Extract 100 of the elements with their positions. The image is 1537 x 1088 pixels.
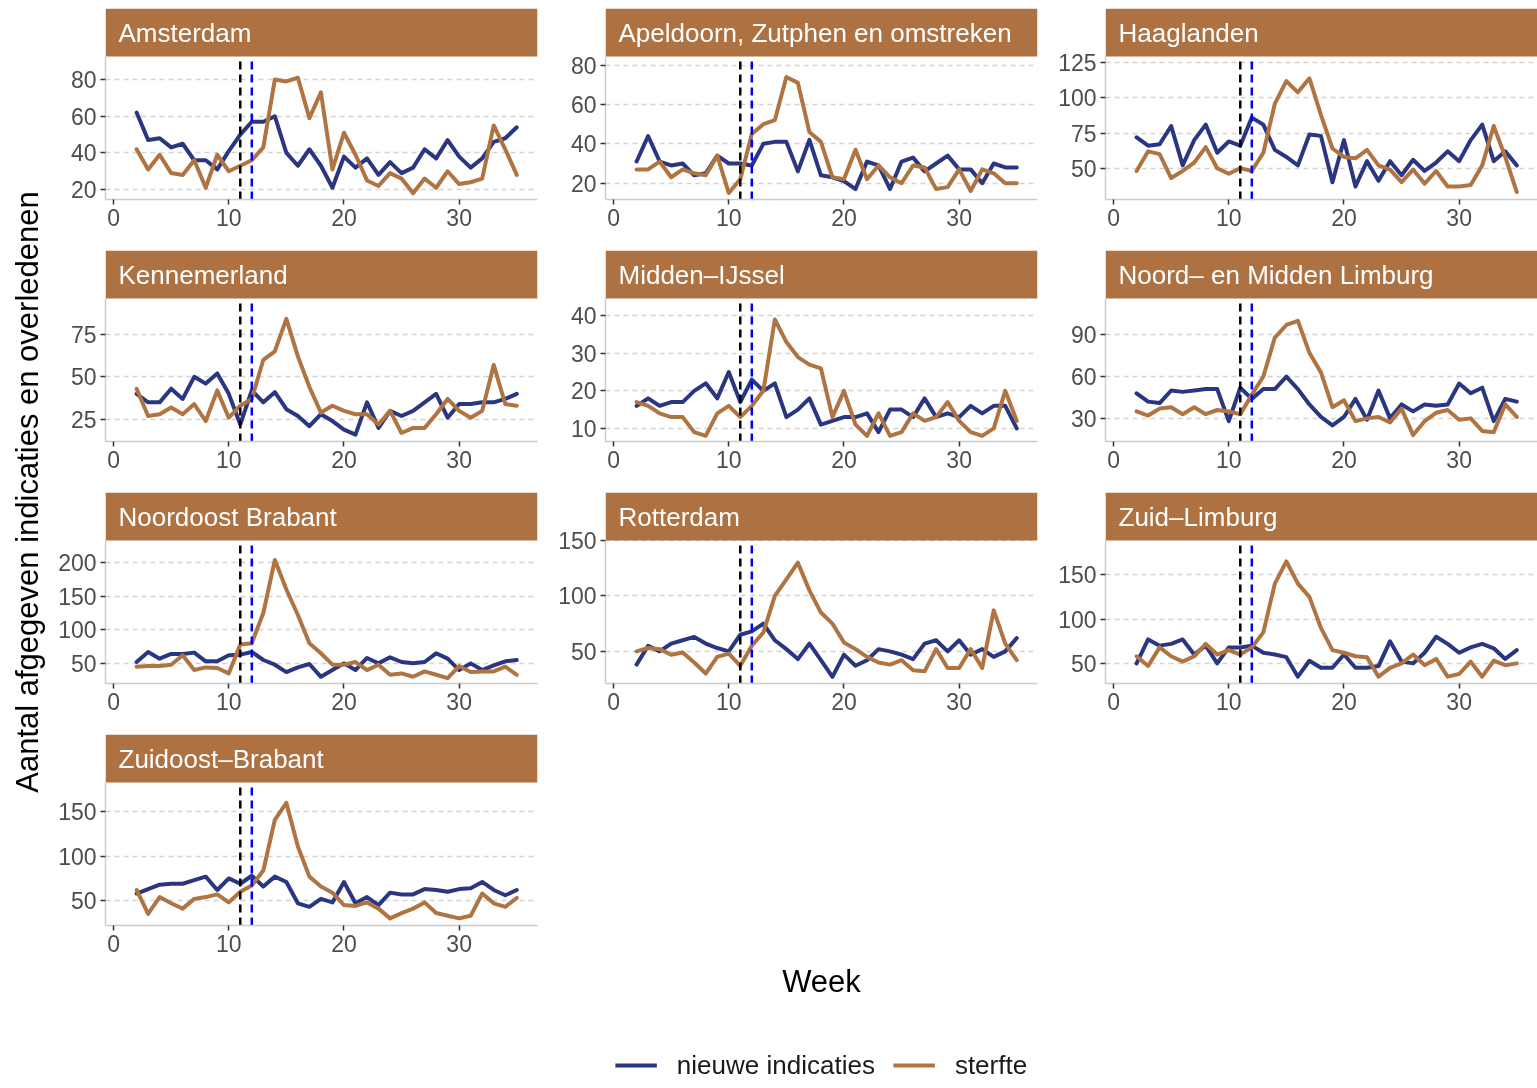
- line-series: [134, 557, 519, 681]
- x-tick-label: 0: [607, 446, 620, 473]
- x-tick-label: 0: [107, 446, 120, 473]
- line-series: [1134, 559, 1519, 679]
- x-tick-label: 10: [215, 688, 242, 715]
- y-tick-label: 100: [58, 843, 97, 870]
- y-tick-label: 100: [58, 617, 97, 644]
- chart-title: Apeldoorn, Zutphen en omstreken: [618, 17, 1012, 48]
- line-series: [134, 316, 519, 435]
- y-tick-label: 75: [70, 321, 97, 348]
- x-tick-label: 10: [1215, 446, 1242, 473]
- x-tick-label: 10: [1215, 204, 1242, 231]
- y-tick-label: 20: [570, 378, 597, 405]
- chart-title: Midden–IJssel: [618, 259, 785, 290]
- line-series: [634, 621, 1019, 679]
- y-tick-label: 150: [58, 799, 97, 826]
- x-tick-label: 30: [446, 446, 472, 473]
- x-tick-label: 20: [331, 688, 357, 715]
- x-tick-label: 20: [331, 204, 357, 231]
- y-tick-label: 60: [570, 91, 597, 118]
- legend-label: nieuwe indicaties: [676, 1049, 875, 1081]
- line-series: [634, 560, 1019, 676]
- x-tick-label: 10: [215, 446, 242, 473]
- y-tick-label: 50: [70, 888, 97, 915]
- x-tick-label: 0: [107, 204, 120, 231]
- y-tick-label: 10: [570, 415, 597, 442]
- line-series: [1134, 634, 1519, 679]
- line-series: [134, 649, 519, 679]
- line-series: [134, 75, 519, 196]
- x-tick-label: 0: [607, 204, 620, 231]
- legend-label: sterfte: [954, 1049, 1028, 1081]
- x-tick-label: 10: [1215, 688, 1242, 715]
- x-tick-label: 0: [607, 688, 620, 715]
- x-tick-label: 0: [1107, 688, 1120, 715]
- x-tick-label: 10: [715, 446, 742, 473]
- x-tick-label: 10: [215, 204, 242, 231]
- x-tick-label: 0: [107, 688, 120, 715]
- line-series: [634, 74, 1019, 196]
- x-tick-label: 10: [715, 204, 742, 231]
- x-tick-label: 30: [1446, 446, 1472, 473]
- x-tick-label: 20: [331, 930, 357, 957]
- y-tick-label: 30: [570, 340, 597, 367]
- x-tick-label: 10: [715, 688, 742, 715]
- x-tick-label: 10: [215, 930, 242, 957]
- y-tick-label: 125: [1058, 50, 1097, 77]
- y-tick-label: 25: [70, 406, 97, 433]
- x-tick-label: 0: [1107, 446, 1120, 473]
- line-series: [634, 317, 1019, 438]
- line-series: [134, 800, 519, 921]
- y-tick-label: 50: [570, 638, 597, 665]
- x-tick-label: 30: [946, 446, 972, 473]
- y-tick-label: 20: [70, 177, 97, 204]
- x-axis-title: Week: [782, 964, 862, 999]
- x-tick-label: 20: [831, 204, 857, 231]
- y-tick-label: 150: [558, 528, 597, 554]
- y-tick-label: 200: [58, 550, 97, 577]
- x-tick-label: 20: [1331, 204, 1357, 231]
- line-series: [134, 110, 519, 190]
- x-tick-label: 30: [446, 930, 472, 957]
- chart-title: Kennemerland: [118, 259, 288, 290]
- line-series: [134, 873, 519, 909]
- y-tick-label: 50: [70, 650, 97, 677]
- x-tick-label: 20: [1331, 688, 1357, 715]
- line-series: [1134, 76, 1519, 195]
- y-tick-label: 150: [58, 583, 97, 610]
- y-tick-label: 90: [1070, 322, 1097, 349]
- y-tick-label: 60: [70, 103, 97, 130]
- y-tick-label: 50: [70, 364, 97, 391]
- chart-title: Rotterdam: [618, 501, 740, 532]
- chart-title: Zuid–Limburg: [1118, 501, 1278, 532]
- x-tick-label: 30: [446, 688, 472, 715]
- x-tick-label: 20: [831, 446, 857, 473]
- y-tick-label: 40: [570, 303, 597, 330]
- chart-title: Noord– en Midden Limburg: [1118, 259, 1434, 290]
- y-tick-label: 100: [1058, 85, 1097, 112]
- line-series: [1134, 115, 1519, 189]
- x-tick-label: 30: [946, 204, 972, 231]
- y-tick-label: 50: [1070, 650, 1097, 677]
- y-tick-label: 150: [1058, 562, 1097, 589]
- x-tick-label: 20: [831, 688, 857, 715]
- y-tick-label: 75: [1070, 120, 1097, 147]
- line-series: [1134, 374, 1519, 428]
- x-tick-label: 30: [446, 204, 472, 231]
- y-tick-label: 50: [1070, 155, 1097, 182]
- x-tick-label: 0: [1107, 204, 1120, 231]
- y-tick-label: 40: [570, 131, 597, 158]
- y-axis-title: Aantal afgegeven indicaties en overledenen: [10, 191, 45, 793]
- y-tick-label: 100: [1058, 606, 1097, 633]
- x-tick-label: 0: [107, 930, 120, 957]
- y-tick-label: 80: [70, 67, 97, 94]
- y-tick-label: 40: [70, 140, 97, 167]
- chart-title: Amsterdam: [118, 17, 252, 48]
- y-tick-label: 100: [558, 583, 597, 610]
- line-series: [1134, 318, 1519, 438]
- y-tick-label: 20: [570, 170, 597, 197]
- x-tick-label: 30: [946, 688, 972, 715]
- y-tick-label: 60: [1070, 364, 1097, 391]
- x-tick-label: 20: [331, 446, 357, 473]
- chart-title: Haaglanden: [1118, 17, 1259, 48]
- x-tick-label: 30: [1446, 688, 1472, 715]
